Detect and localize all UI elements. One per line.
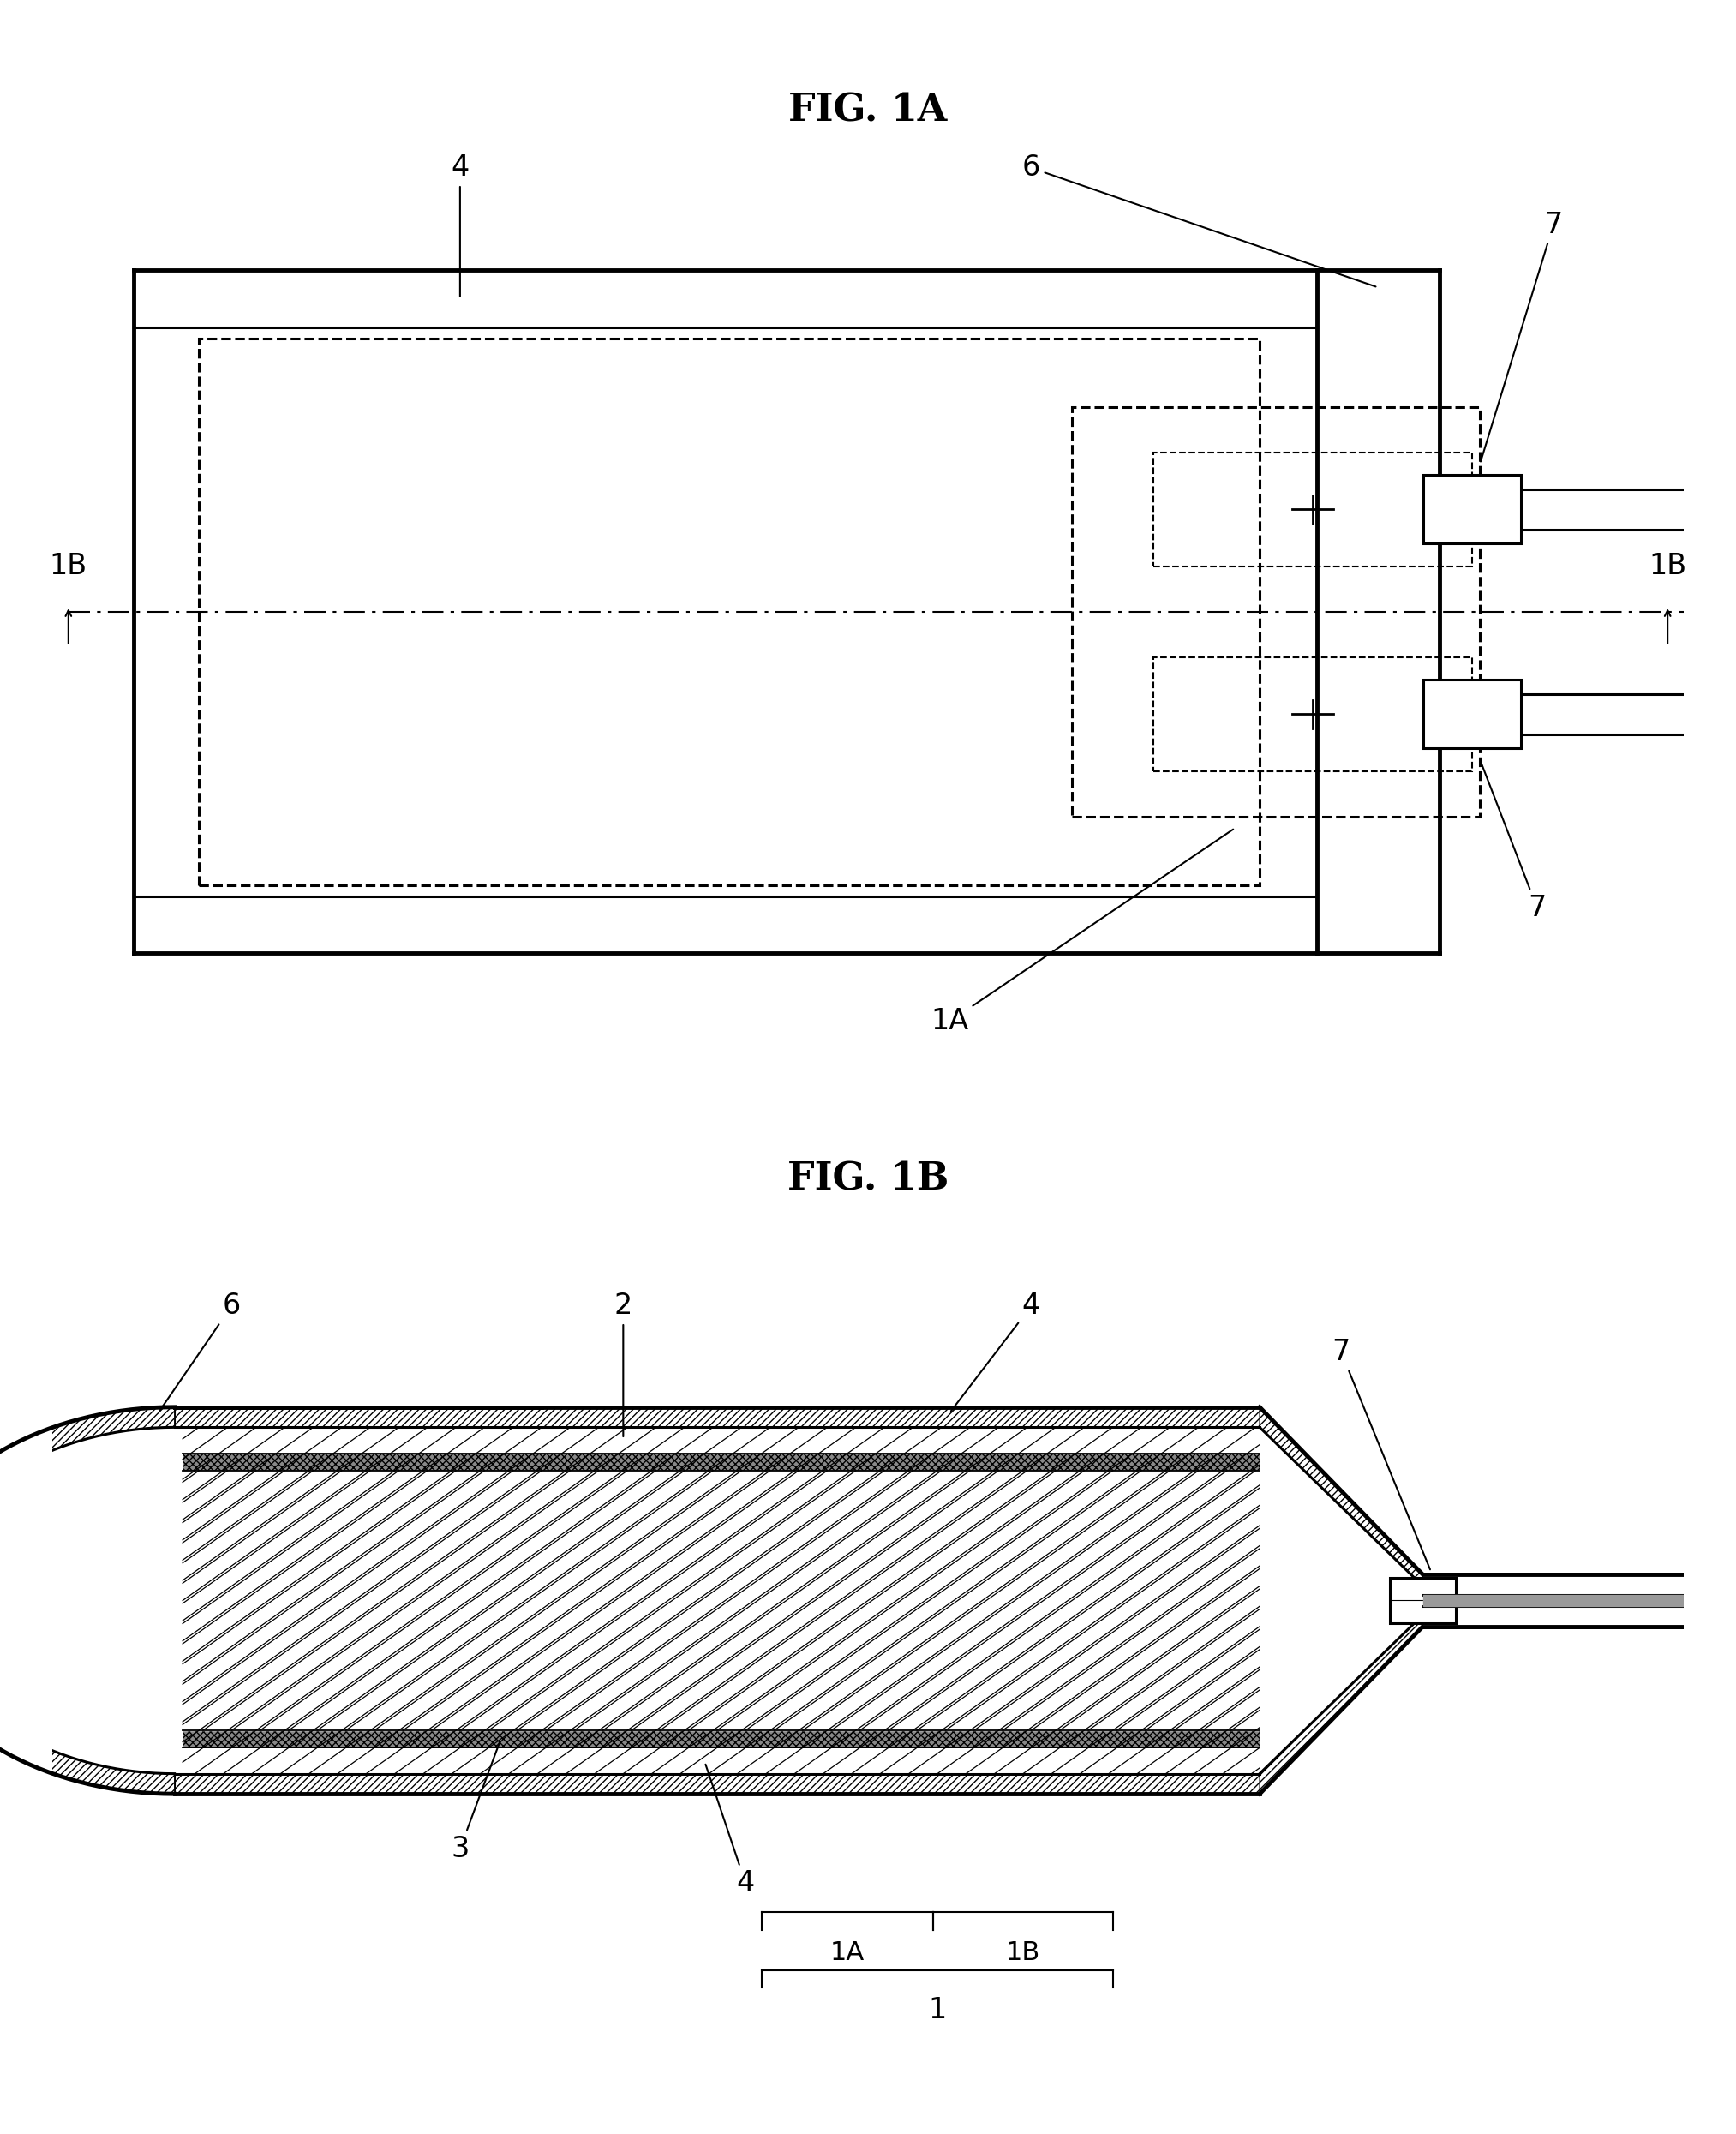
Text: 1B: 1B [50, 553, 87, 580]
Text: 4: 4 [451, 154, 469, 297]
Bar [1424, 681, 1521, 749]
Bar [1439, 489, 1700, 529]
Text: 1: 1 [929, 1995, 946, 2025]
Polygon shape [1424, 1594, 1736, 1607]
Text: 1A: 1A [930, 830, 1233, 1035]
Text: 7: 7 [1481, 762, 1547, 922]
Text: 6: 6 [1023, 154, 1375, 286]
Polygon shape [1424, 1575, 1736, 1626]
Text: 4: 4 [705, 1765, 755, 1897]
Text: 1B: 1B [1649, 553, 1686, 580]
Text: 2: 2 [615, 1291, 632, 1436]
Text: 6: 6 [160, 1291, 241, 1411]
Polygon shape [0, 1406, 174, 1795]
Bar [1439, 694, 1700, 734]
Text: 3: 3 [451, 1741, 500, 1863]
Polygon shape [1260, 1406, 1424, 1586]
Text: 1B: 1B [1005, 1940, 1040, 1965]
Bar [1071, 408, 1479, 817]
Text: 7: 7 [1332, 1338, 1430, 1568]
Text: 1A: 1A [830, 1940, 865, 1965]
Text: FIG. 1B: FIG. 1B [788, 1161, 948, 1197]
Polygon shape [182, 1731, 1260, 1748]
Text: 4: 4 [951, 1291, 1040, 1411]
Polygon shape [182, 1470, 1260, 1731]
Polygon shape [182, 1453, 1260, 1470]
Bar [1424, 476, 1521, 544]
Polygon shape [174, 1406, 1260, 1428]
Polygon shape [1260, 1615, 1424, 1795]
Polygon shape [1424, 1594, 1736, 1607]
Text: FIG. 1A: FIG. 1A [788, 92, 948, 130]
Polygon shape [174, 1773, 1260, 1795]
Bar [1391, 1577, 1455, 1624]
Text: 7: 7 [1481, 211, 1562, 461]
Bar [1154, 657, 1472, 770]
Bar [1154, 452, 1472, 566]
Bar [200, 339, 1260, 886]
